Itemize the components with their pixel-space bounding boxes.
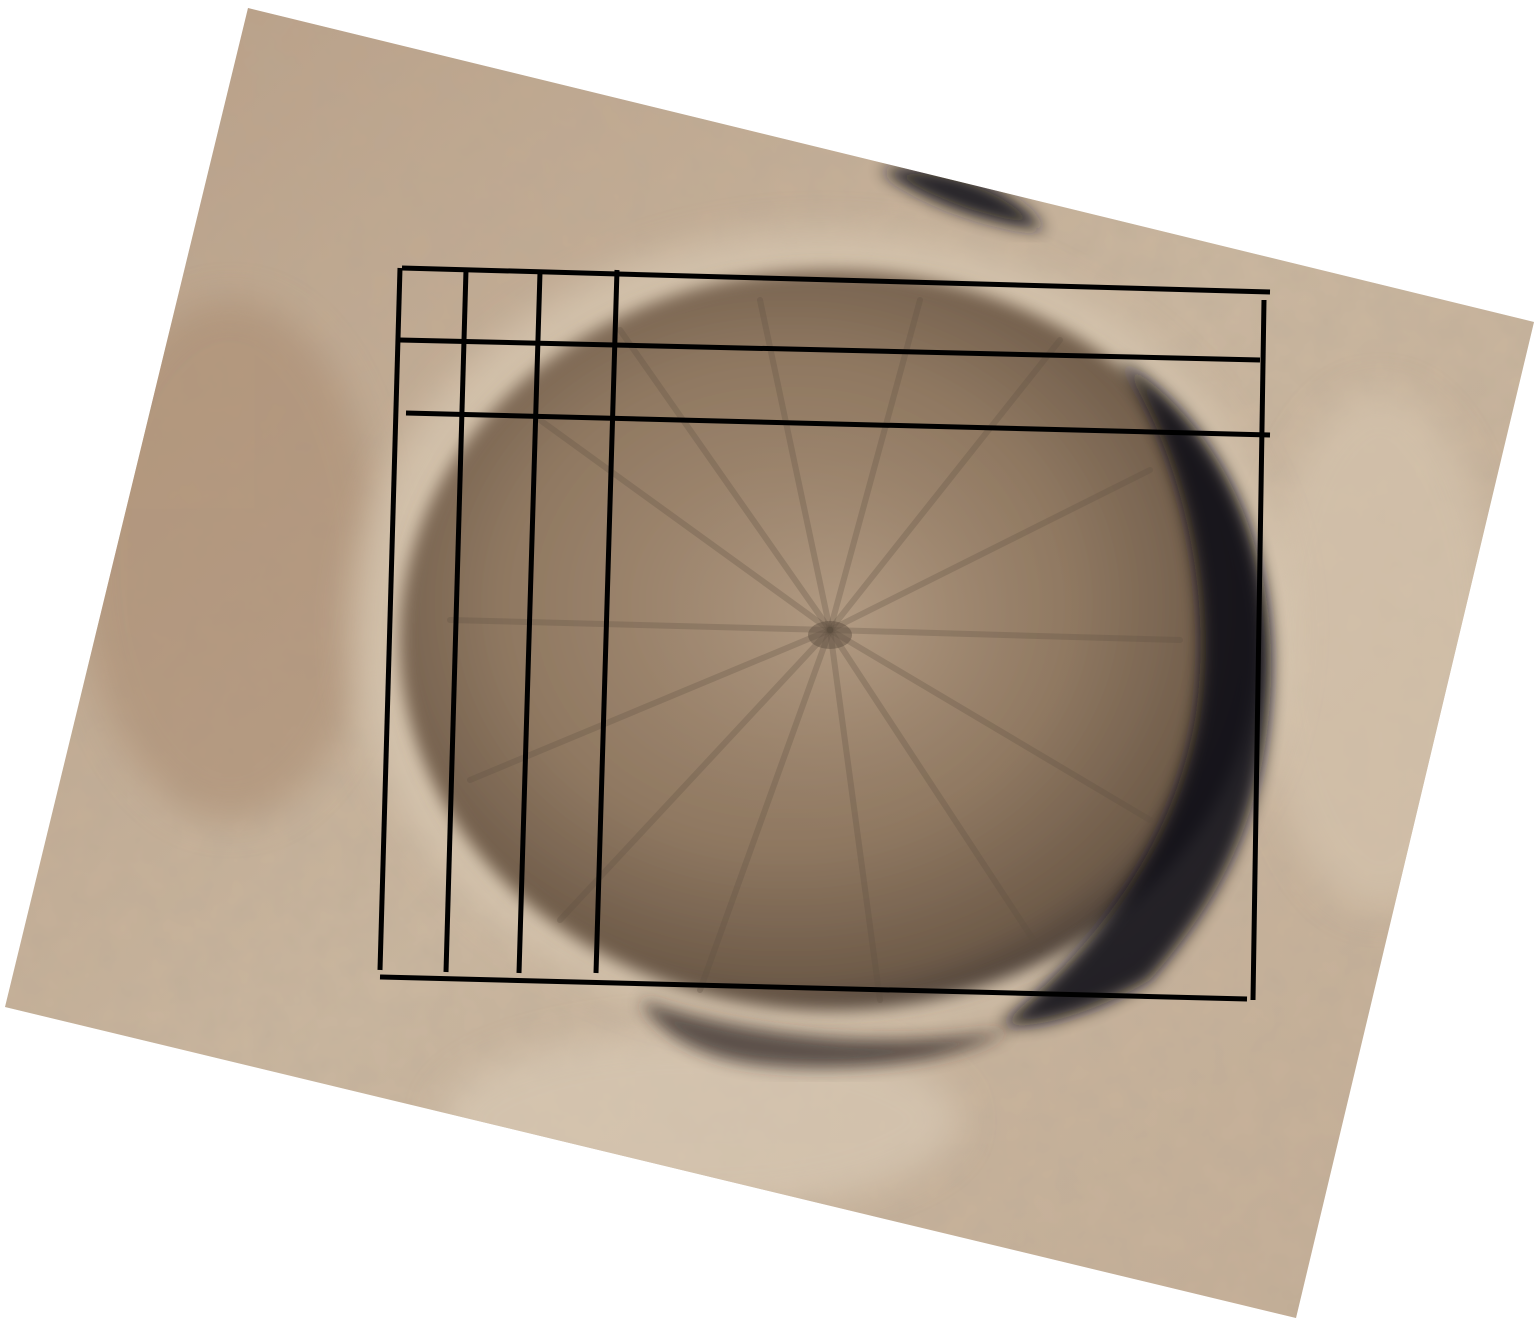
grid-line-col-3 bbox=[593, 269, 620, 974]
grid-line-col-1 bbox=[443, 269, 469, 973]
grid-overlay bbox=[377, 265, 1271, 1002]
dark-notch-north bbox=[880, 167, 1045, 230]
crater-wall-ridges bbox=[447, 297, 1183, 1003]
crater-floor bbox=[590, 400, 1090, 840]
grid-line-top bbox=[401, 265, 1271, 295]
grid-line-col-2 bbox=[516, 271, 543, 974]
grid-line-bottom bbox=[379, 974, 1248, 1002]
grid-line-right bbox=[1250, 299, 1267, 1001]
crater-shadow-south bbox=[640, 1000, 1010, 1069]
central-depression bbox=[808, 621, 852, 649]
grid-line-row-2 bbox=[405, 410, 1271, 438]
darker-soil-patch bbox=[80, 300, 380, 820]
grid-line-row-1 bbox=[399, 337, 1261, 363]
crater-shadow-east bbox=[1000, 360, 1272, 1026]
light-soil-patch bbox=[1260, 390, 1500, 910]
grid-line-left bbox=[377, 267, 403, 971]
